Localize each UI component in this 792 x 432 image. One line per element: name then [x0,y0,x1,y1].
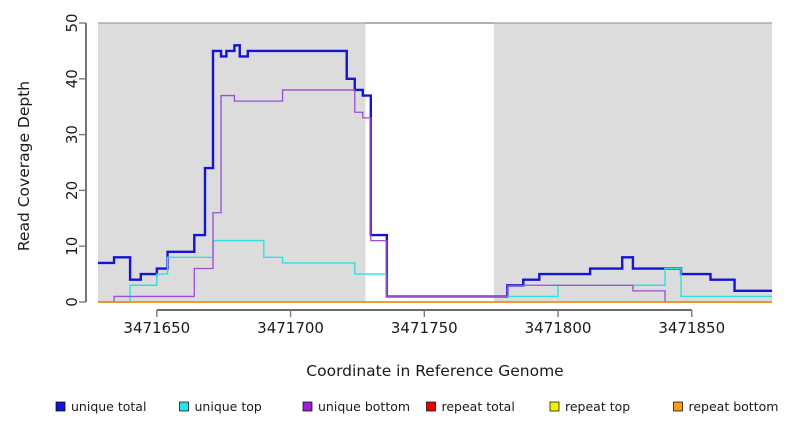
legend-label-unique-total: unique total [71,399,146,414]
shaded-region-2 [493,23,772,302]
y-tick-label-20: 20 [63,181,81,200]
x-axis-title: Coordinate in Reference Genome [306,362,563,380]
series-unique-total [98,44,772,298]
y-axis-ticks: 0 10 20 30 40 50 [63,13,86,307]
x-tick-label-3471650: 3471650 [123,319,190,337]
y-tick-label-40: 40 [63,69,81,88]
x-tick-label-3471850: 3471850 [658,319,725,337]
legend-label-unique-bottom: unique bottom [318,399,410,414]
shaded-region-1 [98,23,366,302]
chart-legend: unique total unique top unique bottom repea… [55,399,779,414]
legend-swatch-unique-bottom [302,401,313,412]
y-tick-label-30: 30 [63,125,81,144]
legend-label-unique-top: unique top [195,399,262,414]
legend-label-repeat-top: repeat top [565,399,630,414]
legend-swatch-unique-total [55,401,66,412]
legend-swatch-repeat-top [549,401,560,412]
legend-swatch-repeat-bottom [673,401,683,412]
legend-swatch-unique-top [179,401,189,412]
x-tick-label-3471800: 3471800 [525,319,592,337]
y-axis-title: Read Coverage Depth [15,81,33,251]
x-axis-ticks: 3471650 3471700 3471750 3471800 3471850 [123,310,725,337]
series-unique-bottom [98,89,772,303]
y-tick-label-50: 50 [63,13,81,32]
panel-bands [98,23,772,302]
legend-label-repeat-total: repeat total [442,399,515,414]
legend-swatch-repeat-total [426,401,436,412]
x-tick-label-3471750: 3471750 [391,319,458,337]
x-axis: 3471650 3471700 3471750 3471800 3471850 [123,309,725,337]
series-group [98,44,772,303]
y-tick-label-0: 0 [63,297,81,307]
y-axis: 0 10 20 30 40 50 [63,13,87,307]
x-tick-label-3471700: 3471700 [257,319,324,337]
y-tick-label-10: 10 [63,237,81,256]
legend-label-repeat-bottom: repeat bottom [689,399,779,414]
